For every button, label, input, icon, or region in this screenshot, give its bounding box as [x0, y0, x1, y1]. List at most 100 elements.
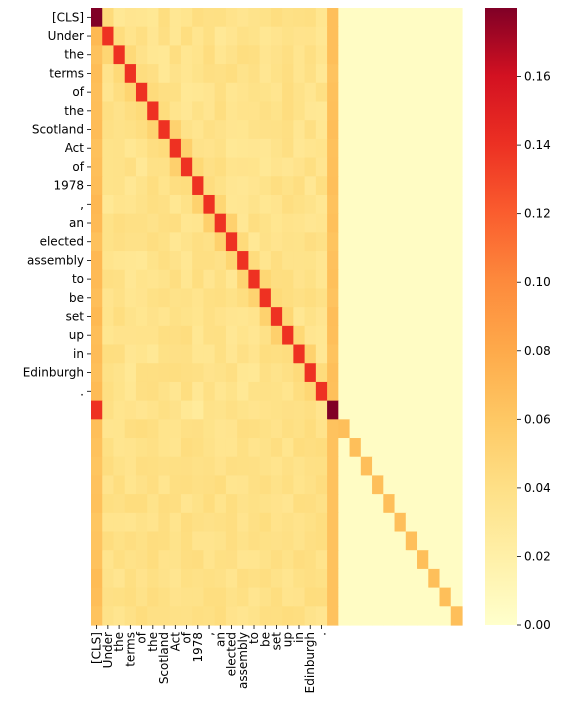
heatmap-cell — [113, 475, 126, 495]
heatmap-cell — [248, 120, 261, 140]
heatmap-cell — [169, 363, 182, 383]
heatmap-cell — [428, 587, 441, 607]
heatmap-cell — [450, 82, 463, 103]
heatmap-cell — [304, 232, 317, 252]
heatmap-cell — [259, 325, 272, 346]
heatmap-cell — [383, 82, 396, 103]
x-tick-label: up — [281, 632, 295, 647]
heatmap-cell — [428, 64, 441, 84]
heatmap-cell — [248, 82, 261, 103]
heatmap-cell — [237, 288, 249, 308]
heatmap-cell — [135, 157, 148, 177]
heatmap-cell — [372, 400, 384, 420]
heatmap-cell — [203, 26, 216, 46]
heatmap-cell — [91, 531, 103, 551]
heatmap-cell — [214, 438, 227, 458]
heatmap-cell — [304, 176, 317, 196]
heatmap-cell — [237, 568, 249, 589]
heatmap-cell — [192, 344, 205, 364]
heatmap-cell — [91, 120, 103, 140]
heatmap-cell — [304, 157, 317, 177]
heatmap-cell — [304, 45, 317, 65]
heatmap-cell — [91, 550, 103, 570]
heatmap-cell — [315, 307, 328, 327]
heatmap-cell — [360, 456, 373, 477]
heatmap-cell — [349, 438, 362, 458]
heatmap-cell — [428, 307, 441, 327]
heatmap-cell — [304, 101, 317, 121]
heatmap-cell — [192, 363, 205, 383]
heatmap-cell — [338, 26, 351, 46]
heatmap-cell — [315, 176, 328, 196]
y-tick-label: set — [66, 310, 85, 324]
heatmap-cell — [349, 512, 362, 533]
heatmap-cell — [372, 26, 384, 46]
heatmap-cell — [237, 494, 249, 514]
heatmap-cell — [225, 120, 238, 140]
heatmap-cell — [225, 64, 238, 84]
heatmap-cell — [91, 157, 103, 177]
x-tick-label: Under — [101, 632, 115, 668]
heatmap-cell — [428, 251, 441, 271]
heatmap-cell — [383, 475, 396, 495]
heatmap-cell — [102, 176, 115, 196]
heatmap-cell — [102, 194, 115, 215]
heatmap-cell — [169, 251, 182, 271]
heatmap-cell — [124, 419, 137, 439]
heatmap-cell — [450, 456, 463, 477]
heatmap-cell — [338, 419, 351, 439]
heatmap-cell — [113, 45, 126, 65]
heatmap-cell — [237, 363, 249, 383]
heatmap-cell — [180, 176, 193, 196]
heatmap-cell — [225, 363, 238, 383]
heatmap-cell — [91, 194, 103, 215]
heatmap-cell — [214, 550, 227, 570]
heatmap-cell — [450, 494, 463, 514]
heatmap-cell — [293, 120, 306, 140]
heatmap-cell — [147, 587, 160, 607]
heatmap-cell — [417, 8, 429, 28]
heatmap-cell — [248, 8, 261, 28]
heatmap-cell — [372, 475, 384, 495]
heatmap-cell — [394, 157, 407, 177]
heatmap-cell — [180, 438, 193, 458]
heatmap-cell — [270, 363, 283, 383]
heatmap-cell — [405, 606, 418, 626]
heatmap-cell — [147, 251, 160, 271]
heatmap-cell — [417, 344, 429, 364]
heatmap-cell — [349, 325, 362, 346]
heatmap-cell — [113, 101, 126, 121]
heatmap-cell — [169, 550, 182, 570]
heatmap-cell — [180, 512, 193, 533]
heatmap-cell — [383, 419, 396, 439]
heatmap-cell — [91, 251, 103, 271]
y-tick-label: Under — [48, 29, 84, 43]
heatmap-cell — [259, 269, 272, 290]
heatmap-cell — [383, 269, 396, 290]
heatmap-cell — [203, 8, 216, 28]
heatmap-cell — [113, 587, 126, 607]
heatmap-cell — [349, 363, 362, 383]
heatmap-cell — [417, 157, 429, 177]
heatmap-cell — [293, 251, 306, 271]
heatmap-cell — [383, 232, 396, 252]
heatmap-cell — [405, 400, 418, 420]
heatmap-cell — [147, 120, 160, 140]
heatmap-cell — [360, 45, 373, 65]
heatmap-cell — [124, 363, 137, 383]
heatmap-cell — [192, 269, 205, 290]
heatmap-cell — [225, 456, 238, 477]
heatmap-cell — [135, 363, 148, 383]
heatmap-cell — [169, 45, 182, 65]
heatmap-cell — [147, 456, 160, 477]
heatmap-cell — [315, 26, 328, 46]
heatmap-cell — [270, 269, 283, 290]
heatmap-cell — [158, 606, 171, 626]
heatmap-cell — [214, 138, 227, 159]
heatmap-cell — [428, 269, 441, 290]
heatmap-cell — [192, 325, 205, 346]
heatmap-cell — [158, 363, 171, 383]
heatmap-cell — [180, 157, 193, 177]
heatmap-cell — [203, 344, 216, 364]
heatmap-cell — [180, 101, 193, 121]
